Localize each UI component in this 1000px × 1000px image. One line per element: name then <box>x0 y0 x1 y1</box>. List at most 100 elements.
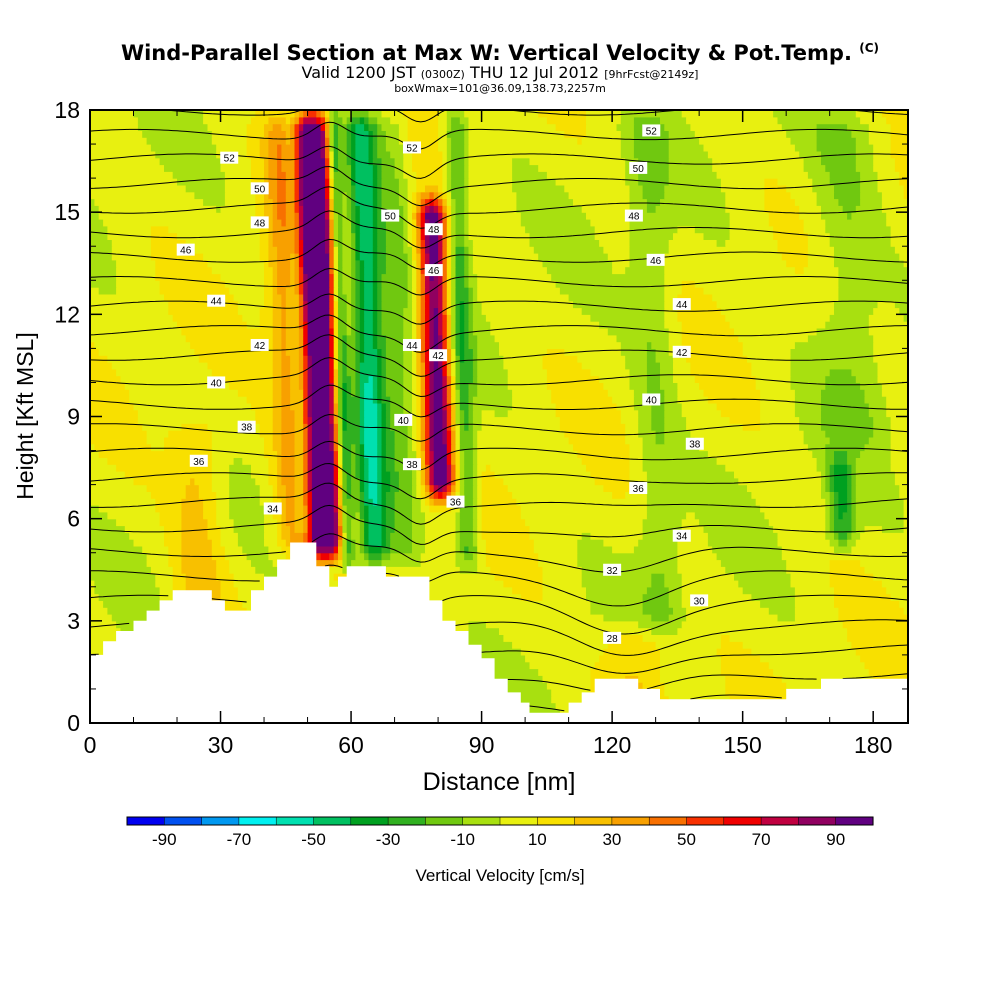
velocity-cell <box>355 545 361 554</box>
velocity-cell <box>342 334 348 343</box>
velocity-cell <box>381 518 387 527</box>
velocity-cell <box>633 389 648 397</box>
velocity-cell <box>412 164 444 172</box>
velocity-cell <box>90 600 104 608</box>
velocity-cell <box>468 225 526 234</box>
velocity-cell <box>364 409 378 418</box>
velocity-cell <box>355 341 361 349</box>
velocity-cell <box>381 348 387 356</box>
velocity-cell <box>468 321 474 329</box>
velocity-cell <box>825 225 892 234</box>
velocity-cell <box>364 491 370 499</box>
colorbar-swatch <box>574 816 613 826</box>
velocity-cell <box>385 239 404 247</box>
velocity-cell <box>329 205 335 213</box>
velocity-cell <box>420 293 426 302</box>
x-tick-label: 0 <box>84 732 97 758</box>
velocity-cell <box>877 178 900 186</box>
velocity-cell <box>699 382 757 390</box>
velocity-cell <box>90 559 148 567</box>
velocity-cell <box>703 232 731 240</box>
velocity-cell <box>642 607 674 615</box>
velocity-cell <box>568 191 631 200</box>
velocity-cell <box>333 409 339 418</box>
velocity-cell <box>229 559 252 567</box>
velocity-cell <box>433 443 448 452</box>
isentrope-line <box>90 384 908 418</box>
velocity-cell <box>403 314 413 322</box>
velocity-cell <box>285 491 296 499</box>
velocity-cell <box>420 219 426 227</box>
velocity-cell <box>294 511 304 520</box>
velocity-cell <box>298 232 304 240</box>
velocity-cell <box>886 219 908 227</box>
velocity-cell <box>903 511 908 520</box>
velocity-cell <box>903 525 908 533</box>
velocity-cell <box>834 518 852 527</box>
velocity-cell <box>464 259 470 268</box>
x-axis-label: Distance [nm] <box>423 768 576 796</box>
velocity-cell <box>459 375 474 383</box>
velocity-cell <box>429 246 439 254</box>
velocity-cell <box>277 484 287 492</box>
velocity-cell <box>307 402 313 411</box>
colorbar-swatch <box>201 816 240 826</box>
velocity-cell <box>298 239 304 247</box>
velocity-cell <box>416 423 422 431</box>
velocity-cell <box>364 443 378 452</box>
velocity-cell <box>285 314 300 322</box>
velocity-cell <box>429 287 439 295</box>
velocity-cell <box>259 137 269 145</box>
velocity-cell <box>372 314 378 322</box>
velocity-cell <box>277 273 291 281</box>
velocity-cell <box>290 525 296 533</box>
velocity-cell <box>829 566 866 574</box>
velocity-cell <box>351 375 357 383</box>
velocity-cell <box>459 328 465 336</box>
velocity-cell <box>546 382 605 390</box>
velocity-cell <box>712 293 839 302</box>
velocity-cell <box>185 484 200 492</box>
velocity-cell <box>420 314 426 322</box>
velocity-cell <box>351 157 357 166</box>
contour-label: 50 <box>381 209 400 223</box>
velocity-cell <box>642 184 665 193</box>
velocity-cell <box>381 321 404 329</box>
velocity-cell <box>455 559 478 567</box>
velocity-cell <box>150 225 169 234</box>
velocity-cell <box>881 191 905 200</box>
velocity-cell <box>385 498 396 506</box>
velocity-cell <box>451 273 457 281</box>
velocity-cell <box>829 484 835 492</box>
velocity-cell <box>468 314 474 322</box>
velocity-cell <box>485 559 539 567</box>
velocity-cell <box>329 552 335 561</box>
velocity-cell <box>794 600 835 608</box>
velocity-cell <box>407 178 417 186</box>
velocity-cell <box>455 402 461 411</box>
velocity-cell <box>303 511 309 520</box>
velocity-cell <box>442 334 448 343</box>
velocity-cell <box>899 600 908 608</box>
velocity-cell <box>338 144 348 152</box>
velocity-cell <box>333 368 339 377</box>
velocity-cell <box>464 321 470 329</box>
velocity-cell <box>629 375 648 383</box>
velocity-cell <box>512 389 552 397</box>
velocity-cell <box>255 205 265 213</box>
velocity-cell <box>355 205 361 213</box>
velocity-cell <box>855 205 883 213</box>
velocity-cell <box>416 402 422 411</box>
velocity-cell <box>372 198 378 206</box>
velocity-cell <box>272 436 282 445</box>
velocity-cell <box>677 566 726 574</box>
velocity-cell <box>481 423 561 431</box>
velocity-cell <box>355 362 361 370</box>
velocity-cell <box>272 416 282 424</box>
velocity-cell <box>294 178 300 186</box>
velocity-cell <box>455 328 461 336</box>
velocity-cell <box>464 545 470 554</box>
velocity-cell <box>864 566 908 574</box>
velocity-cell <box>285 505 296 513</box>
velocity-cell <box>442 321 448 329</box>
